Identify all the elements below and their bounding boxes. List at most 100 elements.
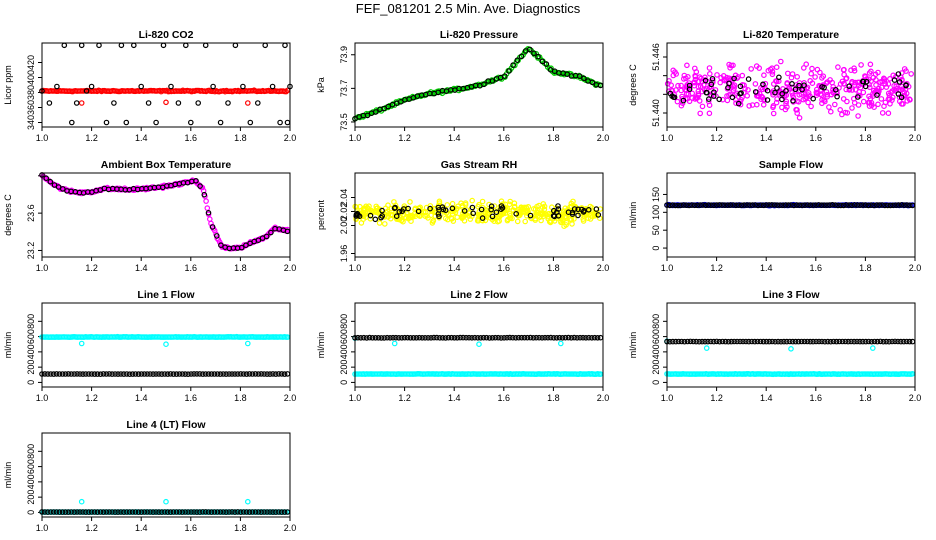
y-tick-label: 50 <box>651 225 661 235</box>
data-point <box>789 90 795 96</box>
data-point <box>793 202 800 208</box>
data-point <box>176 509 183 515</box>
data-point <box>788 74 795 81</box>
series-lines <box>352 46 604 122</box>
data-point <box>887 76 893 82</box>
data-point <box>449 205 456 212</box>
chart-title: Sample Flow <box>759 159 824 171</box>
data-point <box>752 81 759 87</box>
data-point <box>837 202 844 209</box>
data-point <box>469 204 476 211</box>
data-point <box>521 334 528 341</box>
data-point <box>378 214 384 221</box>
data-point <box>381 221 388 227</box>
data-point <box>462 201 469 208</box>
x-tick-label: 1.8 <box>859 393 872 403</box>
data-point <box>851 338 857 345</box>
y-tick-label: 400 <box>26 474 36 489</box>
data-point <box>267 371 273 377</box>
data-point <box>705 96 712 102</box>
chart-gas-stream-rh: Gas Stream RH percent 1.0 1.2 1.4 1.6 1.8 2.0 1.… <box>316 159 609 273</box>
data-point <box>871 202 877 209</box>
data-point <box>160 42 167 49</box>
data-point <box>378 335 385 341</box>
data-point <box>575 212 581 219</box>
data-point <box>444 202 451 208</box>
data-point <box>901 202 908 209</box>
data-point <box>761 72 767 79</box>
data-point <box>369 334 376 341</box>
data-point <box>877 338 884 345</box>
data-point <box>204 205 211 211</box>
data-point <box>889 338 895 345</box>
data-point <box>744 202 750 208</box>
data-point <box>368 207 375 214</box>
data-point <box>878 96 885 102</box>
y-tick-label: 0 <box>651 380 661 385</box>
data-point <box>372 109 379 115</box>
data-point <box>844 110 851 116</box>
data-point <box>846 202 852 208</box>
data-point <box>738 202 745 209</box>
data-point <box>824 79 831 85</box>
data-point <box>764 97 771 103</box>
data-point <box>771 202 778 208</box>
data-point <box>513 211 520 217</box>
data-point <box>824 338 831 345</box>
data-point <box>725 338 732 345</box>
data-point <box>141 509 148 515</box>
data-point <box>245 498 251 505</box>
data-point <box>786 338 793 345</box>
data-point <box>422 334 428 341</box>
data-point <box>708 202 714 209</box>
data-point <box>129 371 136 377</box>
data-point <box>491 218 497 225</box>
data-point <box>202 42 209 49</box>
series-sampled <box>352 335 604 378</box>
x-tick-label: 1.4 <box>448 263 461 273</box>
data-point <box>393 213 400 220</box>
y-axis-label: percent <box>316 199 326 230</box>
data-point <box>724 97 731 104</box>
y-axis-label: ml/min <box>3 462 13 489</box>
data-point <box>50 509 57 515</box>
data-point <box>900 338 907 345</box>
y-tick-label: 1.96 <box>339 245 349 263</box>
x-tick-label: 1.4 <box>760 263 773 273</box>
data-point <box>449 200 456 207</box>
data-point <box>56 371 63 377</box>
data-point <box>197 183 203 189</box>
data-point <box>898 202 905 208</box>
data-point <box>563 215 569 221</box>
data-point <box>729 76 735 82</box>
data-point <box>150 371 156 377</box>
y-tick-label: 600 <box>26 329 36 344</box>
data-point <box>725 84 731 91</box>
data-point <box>891 87 897 93</box>
data-point <box>809 80 816 87</box>
data-point <box>284 119 291 126</box>
y-tick-label: 400 <box>339 344 349 359</box>
data-point <box>249 371 256 377</box>
data-point <box>461 208 468 214</box>
data-point <box>855 113 861 119</box>
data-point <box>799 86 805 93</box>
data-point <box>717 79 724 86</box>
y-axis-label: ml/min <box>628 202 638 229</box>
data-point <box>124 371 130 377</box>
data-point <box>170 509 177 515</box>
data-point <box>805 90 812 96</box>
data-point <box>904 202 910 208</box>
data-point <box>214 371 221 377</box>
data-point <box>895 71 902 77</box>
data-point <box>830 338 837 345</box>
data-point <box>587 216 594 222</box>
data-point <box>906 202 913 209</box>
data-point <box>562 334 569 341</box>
data-point <box>373 203 380 210</box>
data-point <box>495 334 502 341</box>
data-point <box>65 509 72 515</box>
data-point <box>702 338 708 345</box>
data-point <box>760 102 767 108</box>
